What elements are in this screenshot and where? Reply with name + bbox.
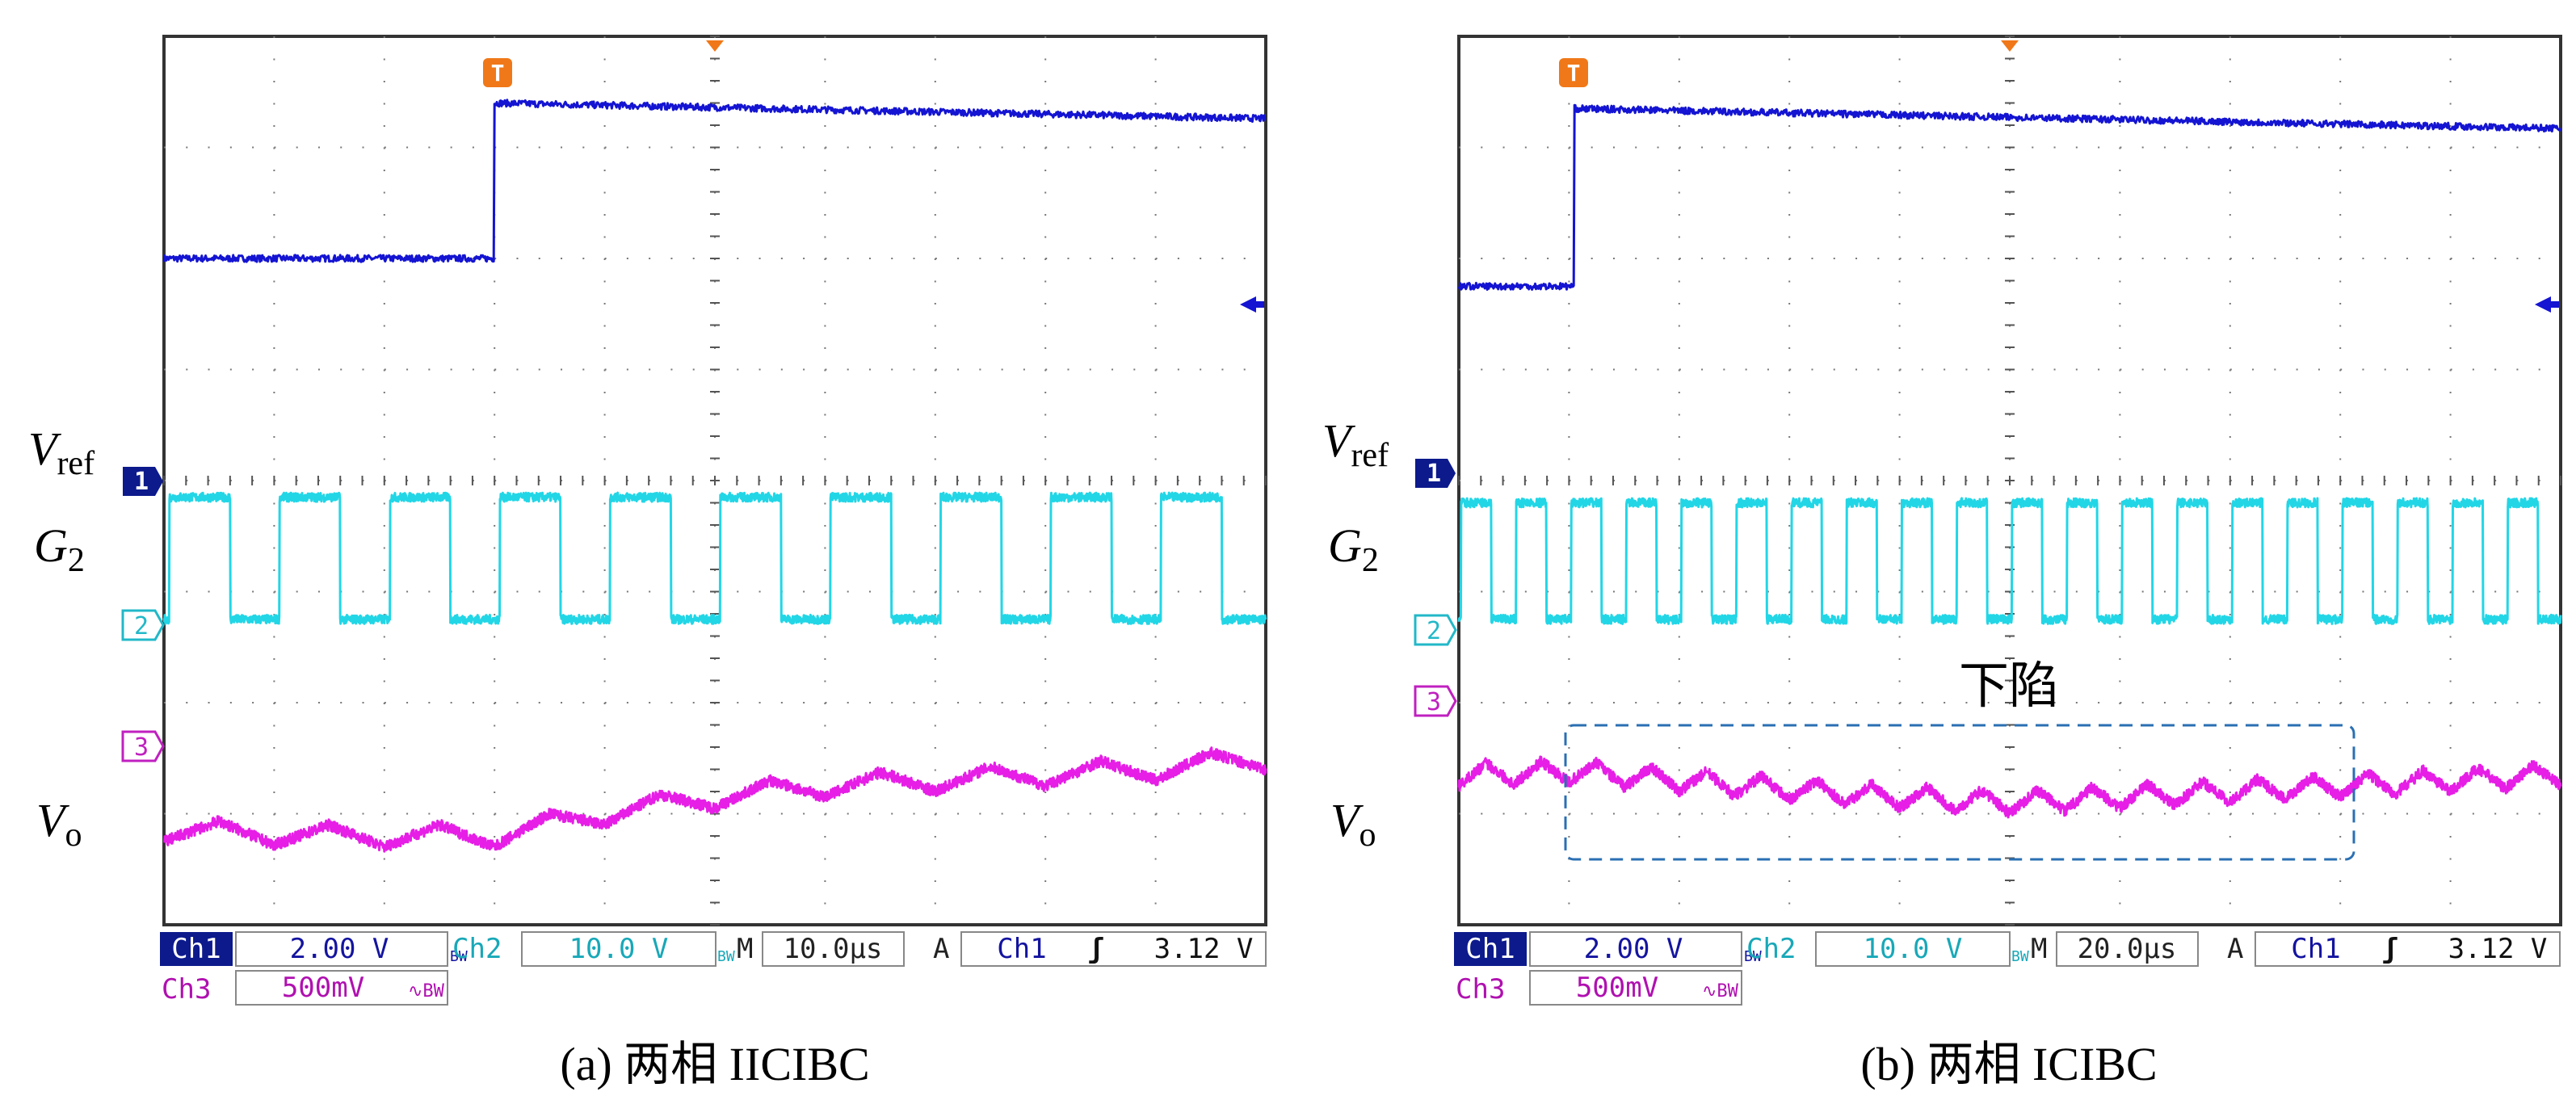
trigger-mode: A — [2227, 933, 2243, 965]
traces-b — [1457, 103, 2562, 819]
trigger-marker-label: T — [1567, 60, 1581, 86]
g2-label-main: G — [1328, 519, 1362, 572]
g2-label-a: G2 — [34, 519, 85, 579]
vo-label-b: Vo — [1330, 794, 1376, 854]
vref-trace — [162, 99, 1267, 263]
ch1-scale: 2.00 V — [290, 933, 389, 965]
vo-label-a: Vo — [36, 794, 82, 854]
vo-label-main: V — [36, 794, 70, 846]
traces-a — [162, 99, 1267, 853]
ch3-marker-label: 3 — [134, 733, 149, 762]
g2-label-b: G2 — [1328, 519, 1379, 579]
center-position-marker-b — [2001, 40, 2019, 52]
ch2-scale: 10.0 V — [569, 933, 669, 965]
ch1-bw-flag: BW — [450, 948, 468, 965]
timebase-value: 20.0µs — [2078, 933, 2177, 965]
ch2-marker-label: 2 — [1427, 617, 1441, 645]
ch1-marker-a: 1 — [123, 467, 163, 496]
panel-b: T 1 2 3 Vref G2 Vo 下陷 Ch1 2.00 V BW Ch2 — [1322, 35, 2562, 1090]
ch2-marker-a: 2 — [121, 609, 165, 641]
caption-a: (a) 两相 IICIBC — [560, 1038, 869, 1090]
caption-b: (b) 两相 ICIBC — [1860, 1038, 2157, 1090]
trigger-channel: Ch1 — [2291, 933, 2340, 965]
ch1-scale: 2.00 V — [1584, 933, 1683, 965]
ch3-marker-b: 3 — [1414, 685, 1457, 717]
ch3-scale: 500mV — [1576, 972, 1658, 1004]
center-position-marker-a — [706, 40, 724, 52]
ch3-coupling: ∿BW — [408, 981, 445, 1002]
ch1-ref-arrow-a — [1240, 296, 1264, 313]
g2-label-main: G — [34, 519, 68, 572]
g2-trace — [162, 491, 1267, 625]
ch1-marker-label: 1 — [134, 468, 149, 496]
ch3-status-label: Ch3 — [1456, 973, 1505, 1006]
vref-label-a: Vref — [28, 422, 95, 482]
ch1-ref-arrow-b — [2535, 296, 2559, 313]
vo-trace — [1457, 755, 2562, 819]
timebase-value: 10.0µs — [784, 933, 883, 965]
vo-label-sub: o — [65, 817, 82, 854]
ch2-scale: 10.0 V — [1864, 933, 1963, 965]
vo-label-sub: o — [1359, 817, 1376, 854]
timebase-label: M — [2031, 933, 2047, 965]
panel-a: T 1 2 3 Vref G2 Vo Ch1 2.00 V BW Ch2 — [28, 35, 1267, 1090]
vref-label-sub: ref — [1351, 437, 1389, 474]
ch2-bw-flag: BW — [2011, 948, 2029, 965]
ch3-marker-a: 3 — [121, 730, 165, 762]
trigger-mode: A — [933, 933, 949, 965]
timebase-label: M — [737, 933, 753, 965]
g2-trace — [1457, 497, 2562, 625]
ch3-marker-label: 3 — [1427, 688, 1441, 716]
trigger-level: 3.12 V — [2448, 933, 2548, 965]
ch1-bw-flag: BW — [1744, 948, 1762, 965]
ch3-coupling: ∿BW — [1702, 981, 1739, 1002]
dip-annotation-box — [1564, 724, 2355, 861]
g2-label-sub: 2 — [68, 542, 85, 579]
ch2-marker-b: 2 — [1414, 614, 1457, 646]
vo-label-main: V — [1330, 794, 1364, 846]
vref-label-main: V — [1322, 414, 1356, 467]
g2-label-sub: 2 — [1362, 542, 1379, 579]
ch2-status-label: Ch2 — [1746, 933, 1796, 965]
grid-a — [163, 36, 1267, 926]
trigger-channel: Ch1 — [997, 933, 1046, 965]
trigger-level: 3.12 V — [1154, 933, 1254, 965]
status-bar-b: Ch1 2.00 V BW Ch2 10.0 V BW M 20.0µs A C… — [1454, 931, 2561, 1006]
vref-label-b: Vref — [1322, 414, 1389, 474]
ch1-status-label: Ch1 — [1465, 933, 1515, 965]
ch1-marker-label: 1 — [1427, 460, 1441, 488]
trigger-marker-a: T — [483, 58, 512, 87]
ch3-scale: 500mV — [282, 972, 364, 1004]
trigger-marker-b: T — [1559, 58, 1588, 87]
ch2-marker-label: 2 — [134, 612, 149, 640]
ch1-marker-b: 1 — [1415, 459, 1456, 488]
dip-annotation-label: 下陷 — [1959, 656, 2059, 715]
status-bar-a: Ch1 2.00 V BW Ch2 10.0 V BW M 10.0µs A C… — [160, 931, 1267, 1006]
trigger-slope: ʃ — [1088, 933, 1104, 965]
ch2-bw-flag: BW — [717, 948, 735, 965]
ch2-status-label: Ch2 — [452, 933, 502, 965]
vref-label-main: V — [28, 422, 62, 475]
ch1-status-label: Ch1 — [171, 933, 221, 965]
vref-label-sub: ref — [57, 445, 95, 482]
trigger-slope: ʃ — [2382, 933, 2398, 965]
ch3-status-label: Ch3 — [162, 973, 211, 1006]
trigger-marker-label: T — [491, 60, 505, 86]
vref-trace — [1457, 103, 2562, 291]
vo-trace — [162, 746, 1267, 853]
